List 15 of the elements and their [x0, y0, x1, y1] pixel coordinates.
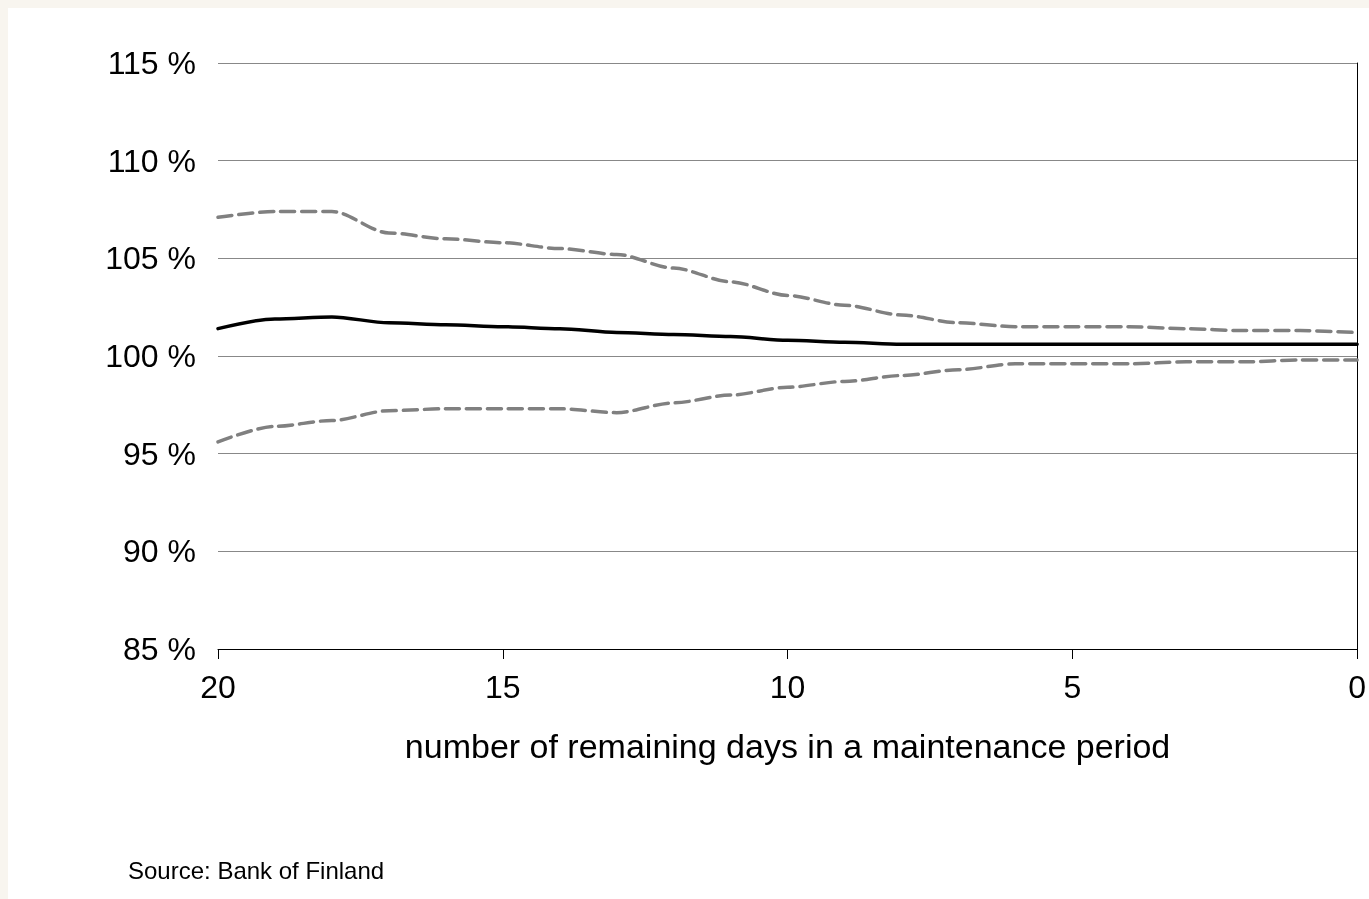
source-note: Source: Bank of Finland — [128, 856, 385, 884]
line-series — [216, 358, 1359, 444]
x-tick-label: 0 — [1348, 669, 1366, 705]
y-tick-label: 85 % — [123, 631, 196, 667]
y-tick-label: 95 % — [123, 435, 196, 472]
y-tick-label: 100 % — [105, 338, 196, 374]
y-tick-label: 115 % — [107, 45, 196, 81]
x-tick-label: 15 — [484, 669, 521, 705]
y-tick-label: 90 % — [123, 533, 196, 570]
x-tick-label: 5 — [1063, 669, 1082, 705]
x-tick-label: 20 — [200, 669, 236, 705]
x-tick-label: 10 — [769, 669, 806, 705]
x-axis-title: number of remaining days in a maintenance period — [404, 727, 1171, 765]
y-tick-label: 110 % — [107, 142, 196, 179]
y-tick-label: 105 % — [105, 240, 196, 277]
